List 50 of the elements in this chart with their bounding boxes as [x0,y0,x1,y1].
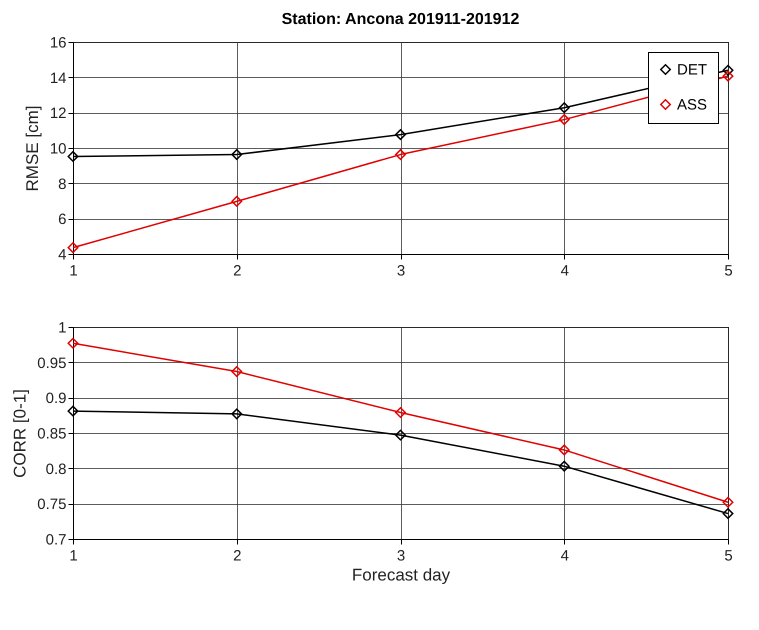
y-tick-label: 1 [58,320,66,336]
point [68,150,78,162]
y-axis-title: RMSE [cm] [22,106,42,192]
point [395,149,406,160]
y-axis-title: CORR [0-1] [10,389,30,478]
x-tick-label: 1 [69,262,78,280]
y-tick-label: 16 [50,34,66,52]
y-tick-label: 10 [50,140,66,158]
x-tick-label: 1 [69,548,78,564]
y-tick-label: 4 [58,246,66,264]
x-tick-label: 2 [233,548,242,564]
point [231,366,242,378]
y-tick-label: 0.9 [46,390,66,408]
y-tick-label: 14 [50,70,66,87]
point [395,129,406,140]
point [68,242,78,254]
x-tick-label: 5 [724,262,733,280]
chart-title: Station: Ancona 201911-201912 [282,11,520,28]
y-tick-label: 12 [50,105,66,122]
y-tick-label: 0.8 [46,460,66,478]
point [231,149,242,160]
point [231,196,242,207]
x-tick-label: 5 [724,548,733,564]
point [395,407,406,418]
point [722,70,734,82]
point [558,444,570,456]
point [722,508,734,520]
y-tick-label: 0.7 [46,532,66,548]
point [558,102,570,114]
x-tick-label: 3 [396,262,406,280]
y-tick-label: 0.85 [37,426,66,442]
x-tick-label: 3 [396,548,406,564]
x-axis-title: Forecast day [352,566,451,584]
point [68,406,78,417]
legend-label: ASS [677,96,708,114]
legend-label: DET [677,62,707,78]
y-tick-label: 6 [58,211,66,228]
y-tick-label: 8 [58,176,66,193]
point [231,408,242,420]
point [558,460,570,472]
x-tick-label: 2 [233,262,242,280]
point [558,114,570,126]
x-tick-label: 4 [560,262,569,280]
point [722,496,734,508]
y-tick-label: 0.75 [37,496,66,514]
point [68,338,78,349]
point [722,64,734,76]
point [395,430,406,441]
x-tick-label: 4 [560,548,569,564]
y-tick-label: 0.95 [37,354,66,372]
